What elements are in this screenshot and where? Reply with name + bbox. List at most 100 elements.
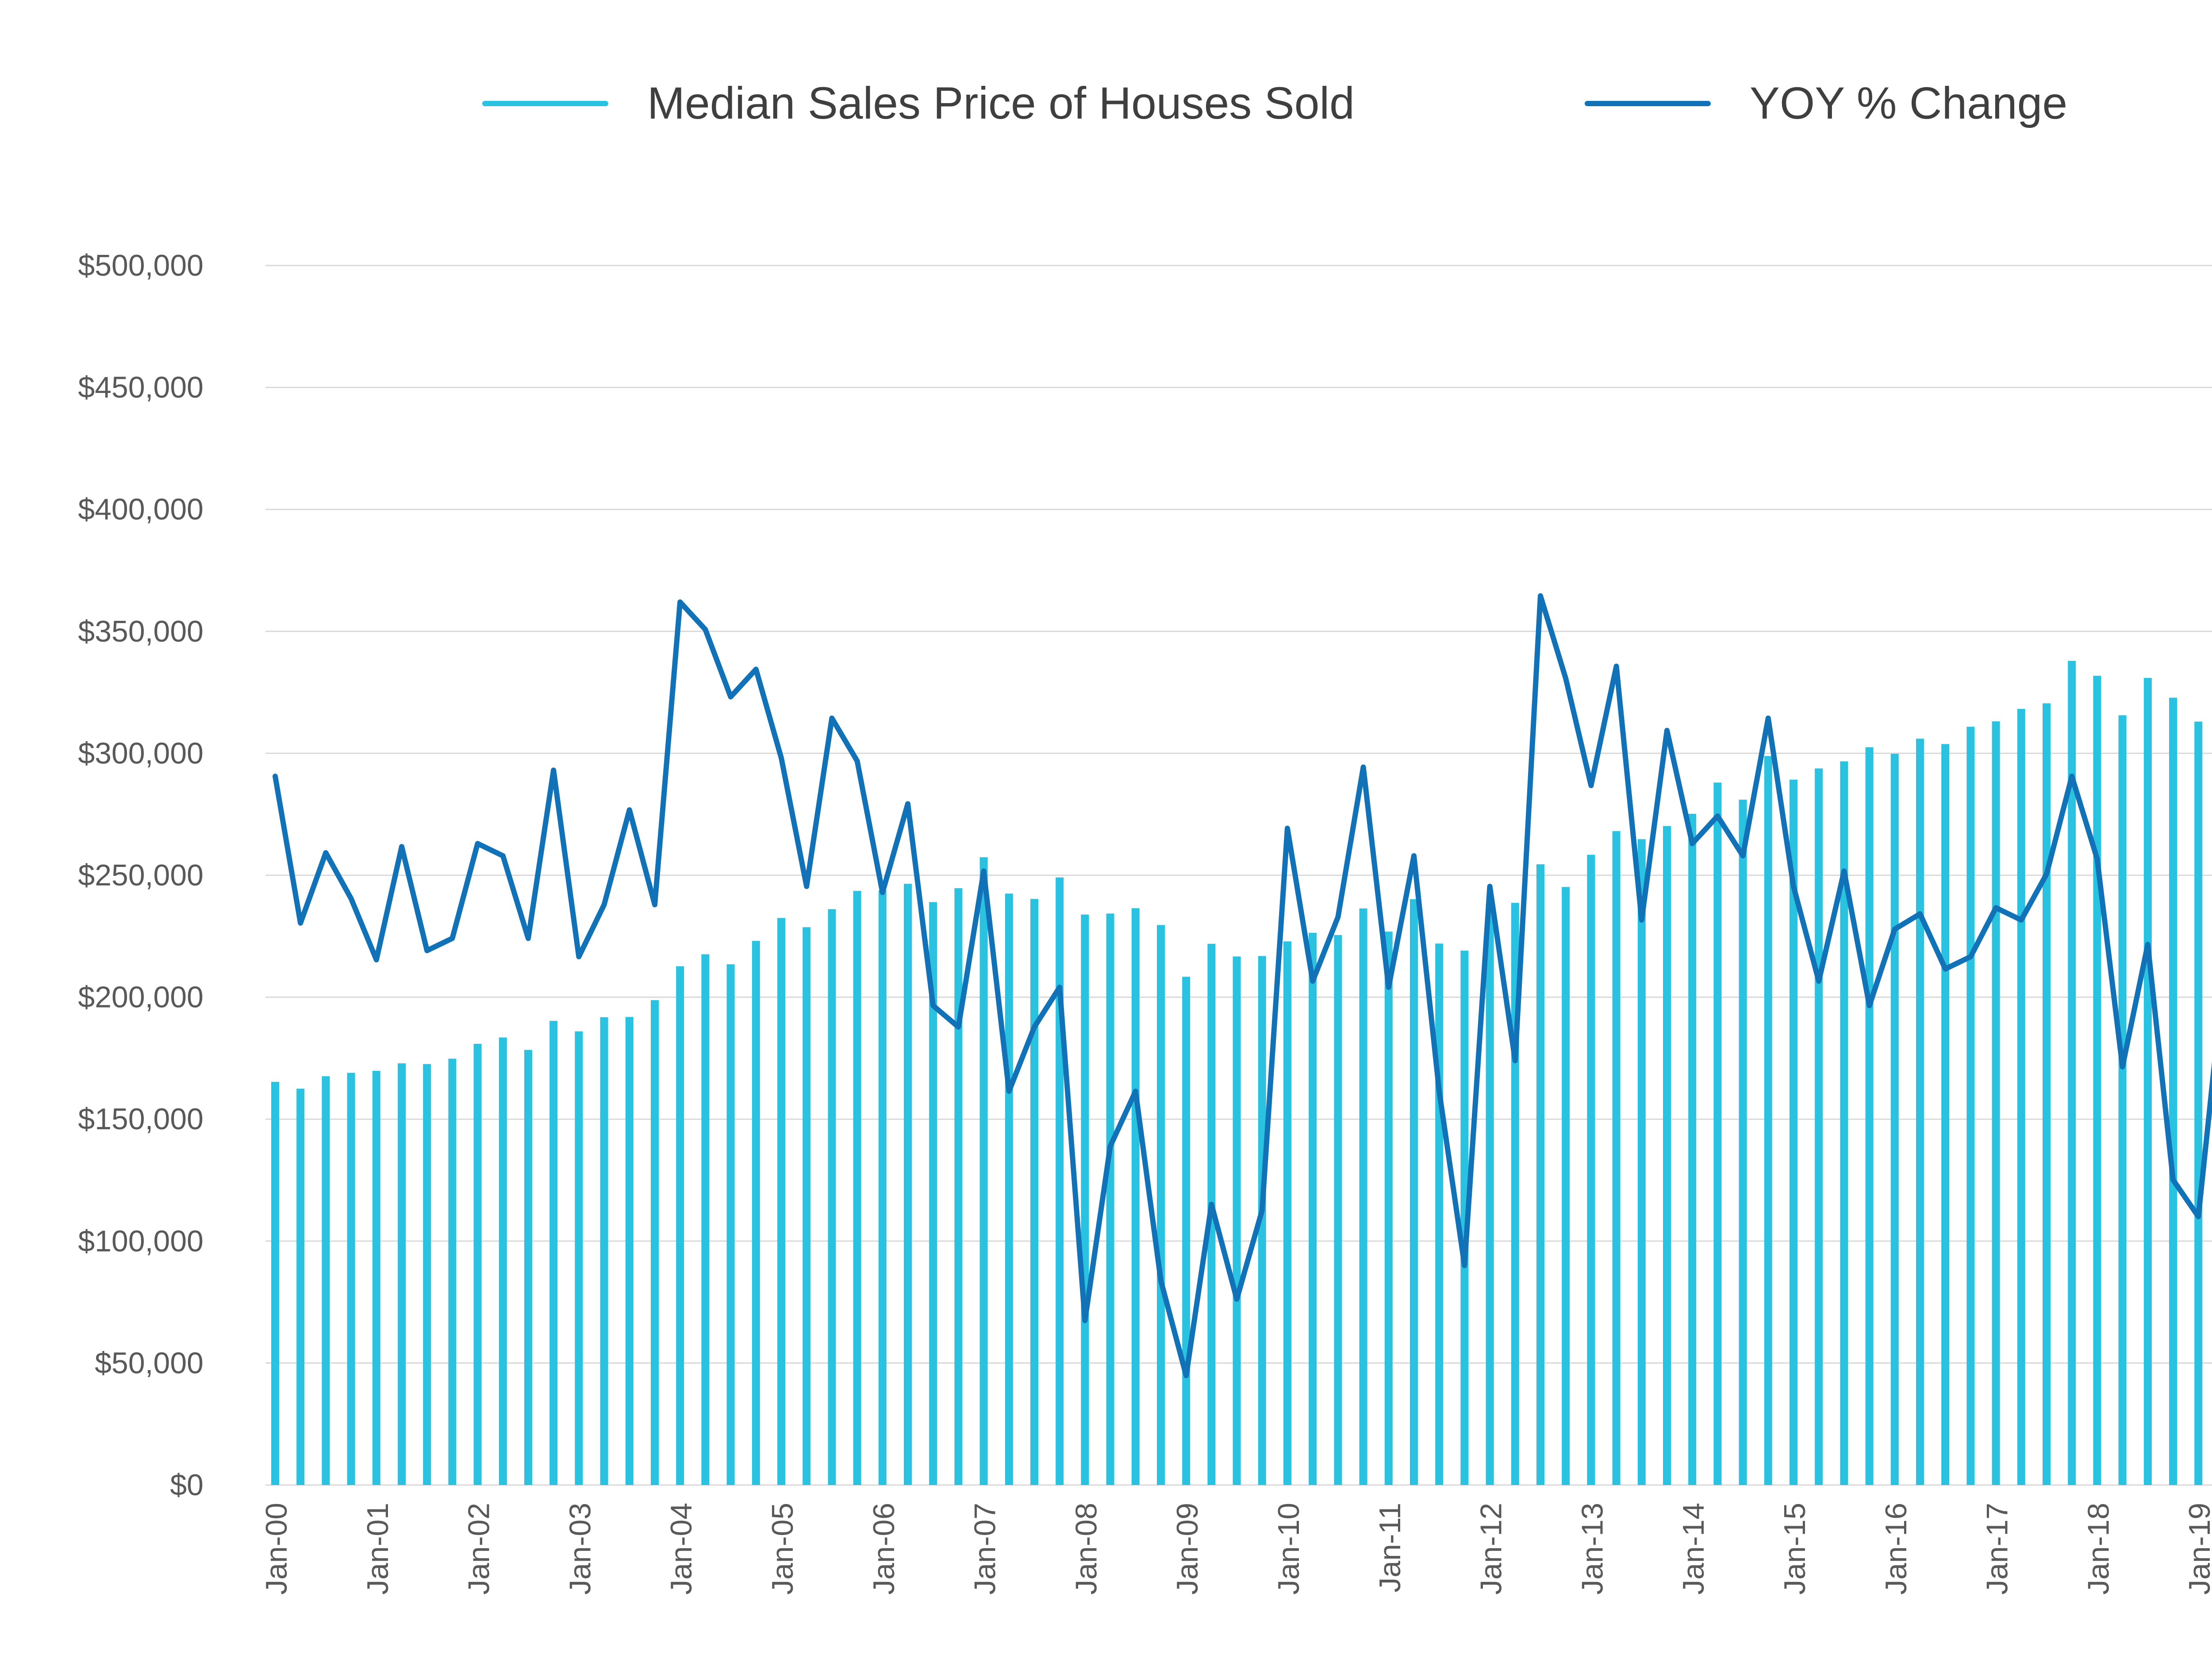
legend-swatch-median-price-icon xyxy=(482,100,608,106)
price-bar xyxy=(1663,826,1671,1485)
price-bar xyxy=(1713,782,1722,1485)
price-bar xyxy=(372,1071,380,1485)
price-bar xyxy=(651,1000,659,1485)
price-bar xyxy=(448,1058,457,1485)
x-axis-label: Jan-18 xyxy=(2081,1503,2115,1595)
price-bar xyxy=(1890,754,1899,1485)
price-bar xyxy=(1992,721,2000,1485)
price-bar xyxy=(1334,935,1342,1485)
x-axis-label: Jan-16 xyxy=(1879,1503,1913,1595)
price-bar xyxy=(1106,913,1114,1485)
x-axis-label: Jan-15 xyxy=(1778,1503,1812,1595)
price-bar xyxy=(1815,768,1823,1485)
x-axis-label: Jan-12 xyxy=(1475,1503,1508,1595)
price-bar xyxy=(347,1073,355,1485)
price-bar xyxy=(1182,977,1190,1485)
x-axis-label: Jan-09 xyxy=(1171,1503,1204,1595)
price-bar xyxy=(1233,956,1241,1485)
x-axis-label: Jan-03 xyxy=(563,1503,597,1595)
price-bar xyxy=(1005,893,1013,1485)
y-axis-label-left: $100,000 xyxy=(78,1224,204,1258)
price-bar xyxy=(1790,779,1797,1485)
price-bar xyxy=(1384,931,1393,1485)
price-bar xyxy=(322,1076,330,1485)
price-bar xyxy=(853,891,861,1485)
price-bar xyxy=(1562,887,1570,1485)
price-bar xyxy=(1941,744,1950,1485)
x-axis-label: Jan-17 xyxy=(1981,1503,2014,1595)
price-bar xyxy=(2017,709,2025,1485)
price-bar xyxy=(1486,903,1494,1485)
x-axis-label: Jan-08 xyxy=(1069,1503,1103,1595)
price-bar xyxy=(2169,697,2177,1485)
y-axis-label-left: $500,000 xyxy=(78,249,204,282)
price-bar xyxy=(1081,914,1089,1485)
x-axis-label: Jan-07 xyxy=(968,1503,1002,1595)
price-bar xyxy=(1359,908,1367,1485)
price-bar xyxy=(1410,899,1418,1485)
price-bar xyxy=(524,1050,532,1485)
x-axis-label: Jan-19 xyxy=(2183,1503,2212,1595)
price-bar xyxy=(726,964,735,1485)
x-axis-label: Jan-10 xyxy=(1272,1503,1306,1595)
price-bar xyxy=(1865,747,1874,1485)
price-bar xyxy=(1435,943,1444,1485)
legend: Median Sales Price of Houses Sold YOY % … xyxy=(482,77,2067,129)
legend-label-yoy-change: YOY % Change xyxy=(1749,78,2068,128)
y-axis-label-left: $350,000 xyxy=(78,615,204,648)
y-axis-label-left: $400,000 xyxy=(78,492,204,526)
price-bar xyxy=(1258,956,1266,1485)
price-bar xyxy=(625,1017,634,1485)
price-bar xyxy=(954,888,963,1485)
y-axis-label-left: $150,000 xyxy=(78,1102,204,1136)
x-axis-label: Jan-13 xyxy=(1575,1503,1609,1595)
legend-item-yoy-change: YOY % Change xyxy=(1584,77,2068,129)
price-bar xyxy=(1612,831,1621,1485)
y-axis-label-left: $0 xyxy=(170,1468,204,1502)
price-bar xyxy=(1587,854,1595,1485)
price-bar xyxy=(2194,721,2203,1485)
y-axis-label-left: $300,000 xyxy=(78,736,204,770)
price-bar xyxy=(2118,715,2127,1485)
legend-label-median-price: Median Sales Price of Houses Sold xyxy=(647,78,1355,128)
price-bar xyxy=(423,1064,431,1485)
price-bar xyxy=(2068,661,2076,1485)
price-bar xyxy=(878,890,887,1485)
price-bar xyxy=(296,1089,305,1485)
price-bar xyxy=(1309,933,1317,1485)
price-bar xyxy=(1840,761,1848,1485)
price-bar xyxy=(2093,676,2101,1485)
x-axis-label: Jan-00 xyxy=(260,1503,293,1595)
price-bar xyxy=(752,941,760,1485)
price-bar xyxy=(600,1017,608,1485)
yoy-line xyxy=(273,593,2212,1378)
price-bar xyxy=(1030,899,1038,1485)
price-bar xyxy=(1764,756,1772,1485)
price-bar xyxy=(1916,739,1924,1485)
price-bar xyxy=(2043,703,2051,1485)
x-axis-label: Jan-11 xyxy=(1373,1503,1407,1593)
price-bar xyxy=(473,1043,482,1485)
price-bar xyxy=(499,1037,507,1485)
price-bar xyxy=(828,909,836,1485)
price-bar xyxy=(979,857,988,1485)
price-bar xyxy=(1739,800,1747,1485)
x-axis-label: Jan-06 xyxy=(867,1503,901,1595)
price-bar xyxy=(575,1031,583,1485)
price-bar xyxy=(271,1081,279,1485)
price-bar xyxy=(1157,925,1165,1485)
price-bar xyxy=(777,918,785,1485)
price-bar xyxy=(2143,678,2152,1485)
legend-item-median-price: Median Sales Price of Houses Sold xyxy=(482,77,1355,129)
x-axis-label: Jan-02 xyxy=(462,1503,496,1595)
price-bar xyxy=(1131,908,1140,1485)
y-axis-label-left: $50,000 xyxy=(95,1346,204,1380)
price-bar xyxy=(549,1021,558,1485)
x-axis-label: Jan-14 xyxy=(1677,1503,1710,1595)
price-bar xyxy=(1283,941,1291,1485)
price-bar xyxy=(1637,839,1646,1485)
price-bar xyxy=(676,966,684,1485)
price-bar xyxy=(929,902,937,1485)
x-axis-label: Jan-01 xyxy=(361,1503,395,1595)
y-axis-label-left: $200,000 xyxy=(78,981,204,1014)
